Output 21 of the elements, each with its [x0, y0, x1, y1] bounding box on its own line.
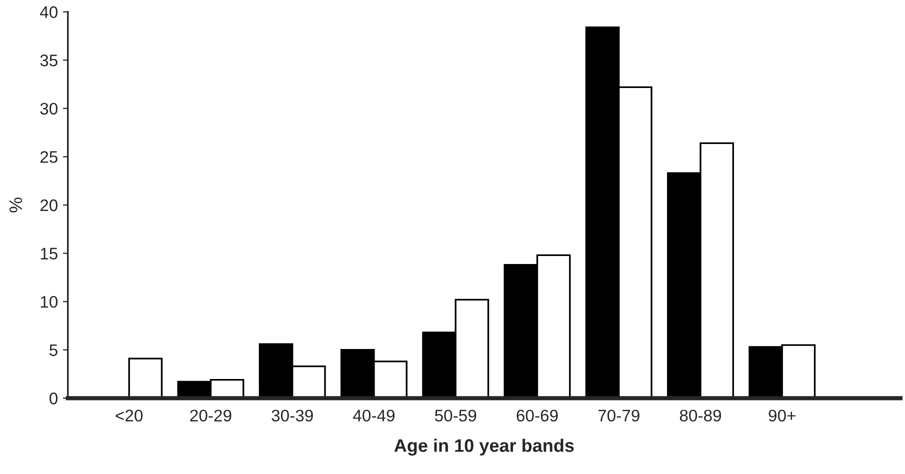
x-tick-label: 80-89 — [680, 410, 722, 422]
x-tick-label: <20 — [116, 410, 143, 422]
x-tick-label: 20-29 — [190, 410, 232, 422]
y-tick-label: 20 — [40, 199, 58, 212]
x-tick-label: 60-69 — [516, 410, 558, 422]
y-tick-label: 10 — [40, 296, 58, 308]
x-axis-title: Age in 10 year bands — [394, 438, 574, 456]
x-tick-label: 30-39 — [272, 410, 313, 422]
y-tick-label: 0 — [50, 392, 58, 404]
y-axis-title: % — [9, 198, 22, 212]
x-tick-label: 90+ — [768, 410, 796, 422]
y-tick-label: 15 — [40, 248, 58, 260]
x-tick-label: 40-49 — [353, 410, 395, 422]
y-tick-label: 30 — [40, 102, 58, 115]
y-tick-label: 5 — [50, 344, 58, 356]
x-tick-label: 50-59 — [434, 410, 476, 422]
x-tick-label: 70-79 — [598, 410, 640, 422]
y-tick-label: 25 — [40, 151, 58, 163]
y-tick-label: 35 — [40, 54, 58, 66]
bar — [128, 358, 163, 398]
y-tick-label: 40 — [40, 6, 58, 18]
